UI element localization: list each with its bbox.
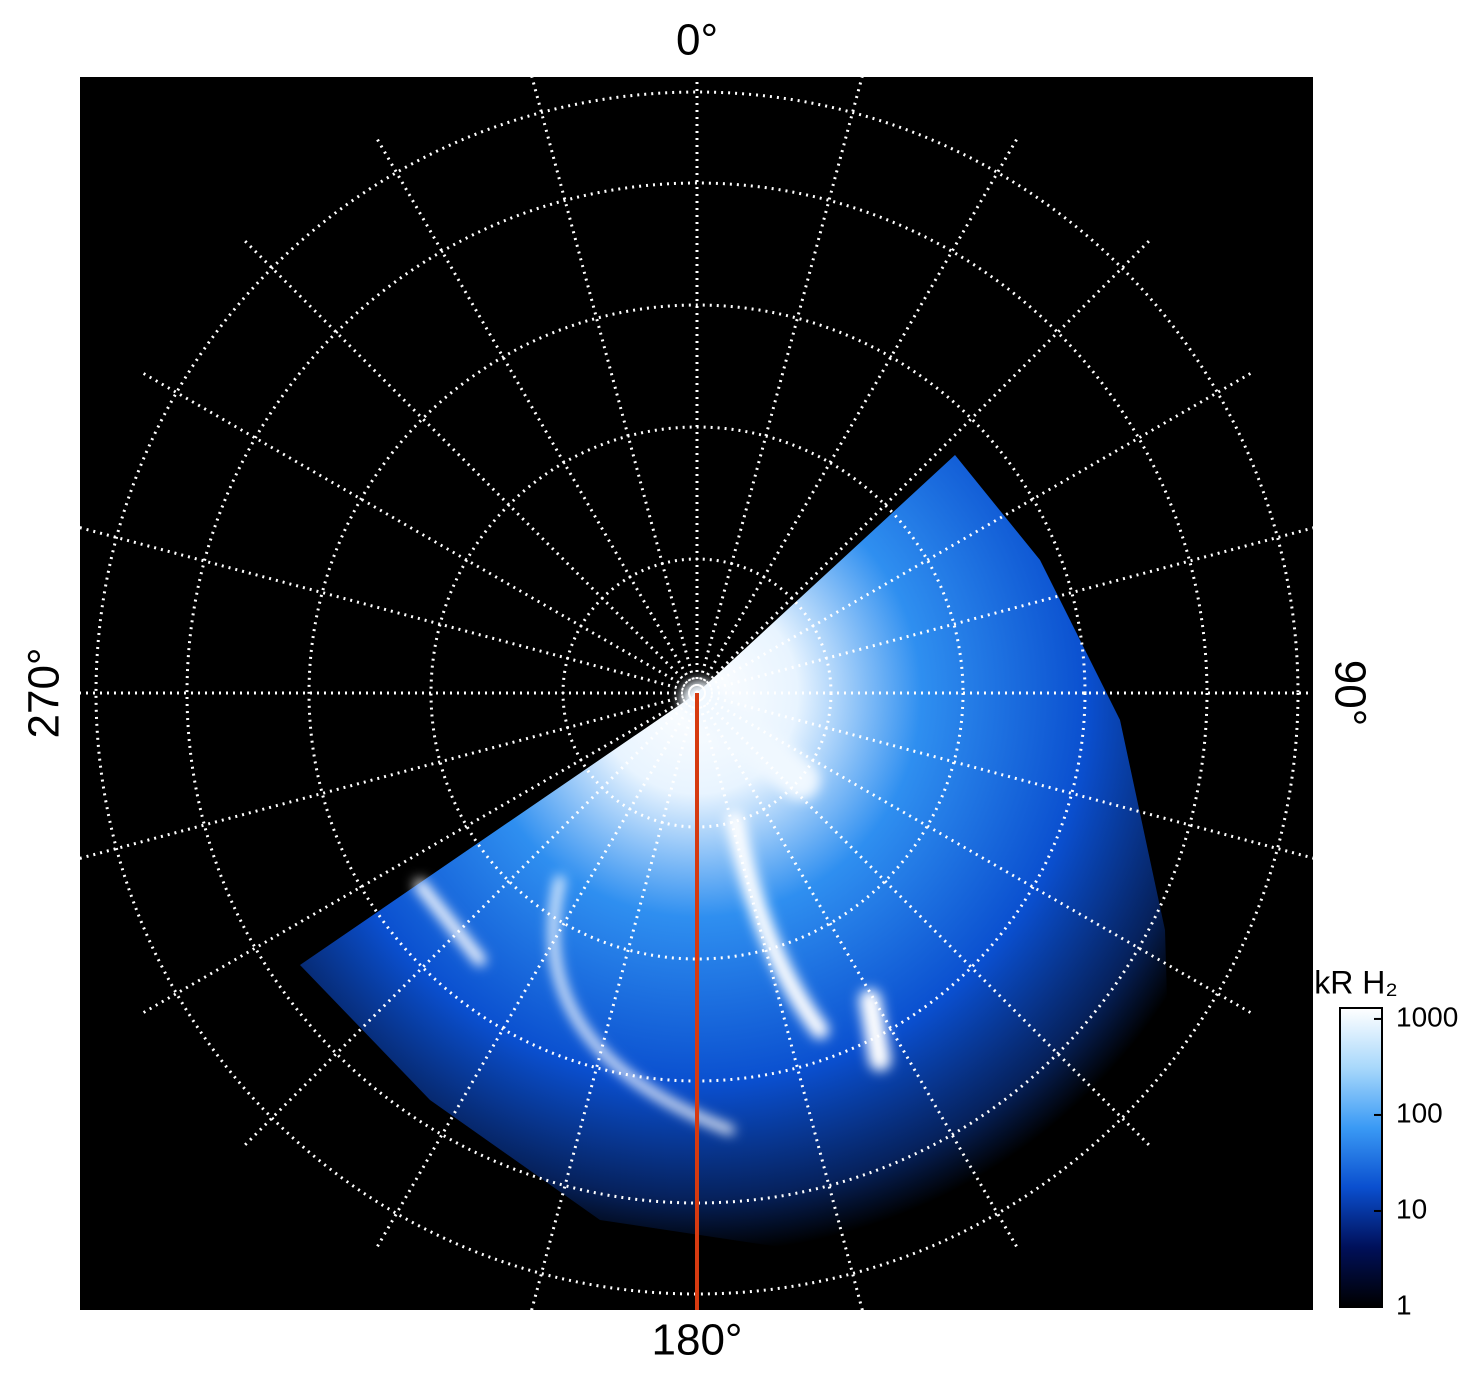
grid-spoke [80, 526, 698, 695]
colorbar-tick-label: 1000 [1396, 1001, 1458, 1032]
grid-spoke [695, 77, 864, 694]
colorbar-label: kR H₂ [1314, 964, 1398, 1000]
longitude-label: 180° [651, 1316, 742, 1365]
grid-spoke [696, 371, 1253, 695]
grid-ring [94, 90, 1300, 1296]
longitude-label: 270° [20, 647, 69, 738]
grid-spoke [530, 77, 699, 694]
grid-spoke [141, 691, 698, 1015]
grid-spoke [530, 692, 699, 1310]
grid-spoke [696, 691, 1253, 1015]
grid-spoke [695, 691, 1152, 1148]
grid-spoke [695, 692, 1019, 1249]
grid-spoke [375, 137, 699, 694]
grid-spoke [696, 526, 1313, 695]
polar-grid [80, 77, 1313, 1310]
grid-spoke [375, 692, 699, 1249]
colorbar-tick-label: 10 [1396, 1193, 1427, 1224]
grid-spoke [695, 692, 864, 1310]
grid-spoke [696, 691, 1313, 860]
grid-spoke [242, 691, 699, 1148]
grid-spoke [695, 137, 1019, 694]
grid-spoke [80, 691, 698, 860]
longitude-label: 90° [1325, 660, 1374, 727]
colorbar-tick-label: 1 [1396, 1289, 1412, 1320]
grid-spoke [695, 238, 1152, 695]
grid-ring [185, 181, 1209, 1205]
colorbar-tick-label: 100 [1396, 1097, 1443, 1128]
grid-spoke [242, 238, 699, 695]
grid-spoke [141, 371, 698, 695]
longitude-label: 0° [676, 16, 718, 65]
colorbar [1339, 1007, 1383, 1308]
